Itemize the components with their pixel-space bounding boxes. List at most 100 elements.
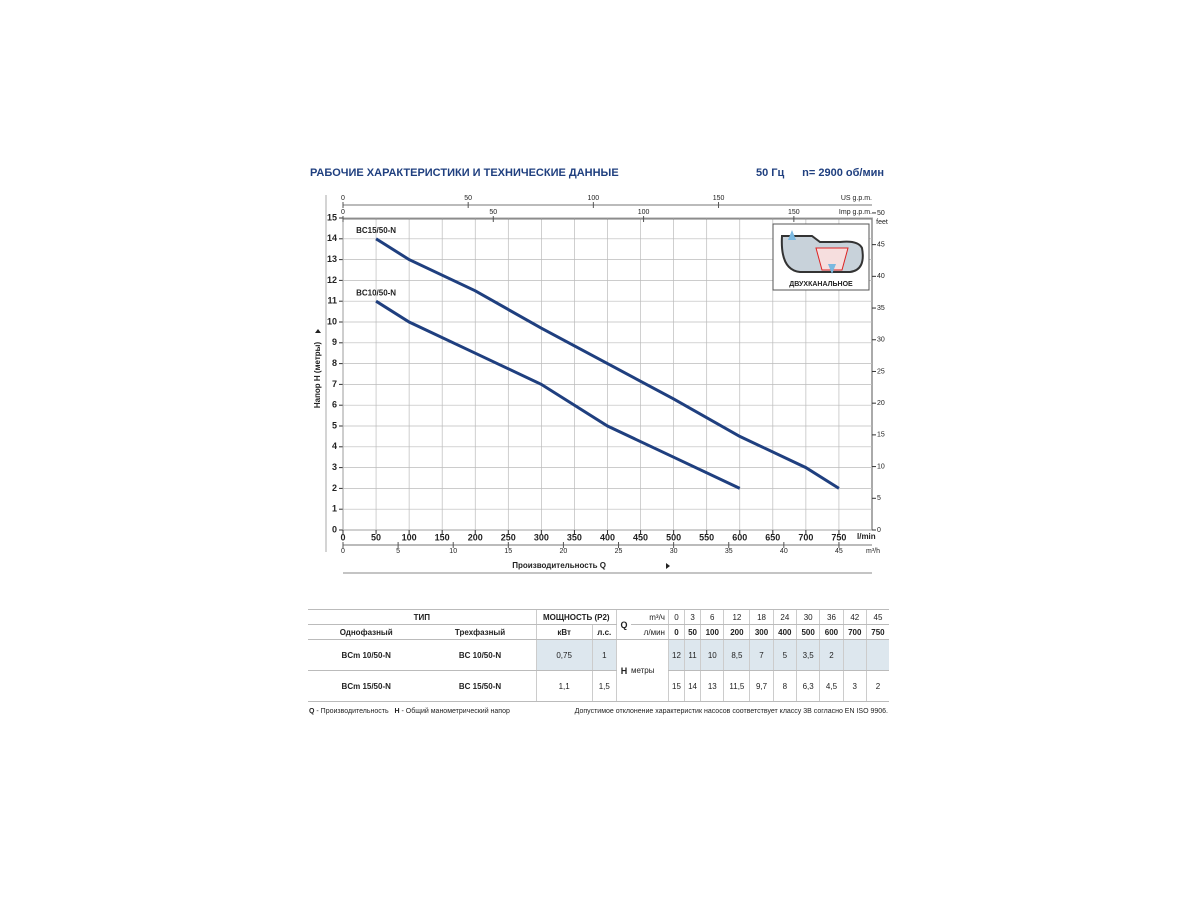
- cell: [842, 639, 867, 671]
- cell: 50: [684, 624, 701, 640]
- cell: 15: [667, 670, 685, 702]
- x-tick-label: 50: [371, 532, 381, 542]
- y-tick-label: 13: [327, 254, 337, 264]
- y-tick-label: 1: [332, 504, 337, 514]
- y-tick-label: 9: [332, 337, 337, 347]
- x-tick-label: 600: [732, 532, 747, 542]
- cell: МОЩНОСТЬ (P2): [535, 609, 617, 625]
- footnote-left: Q - Производительность H - Общий маномет…: [309, 708, 510, 715]
- x-tick-label: 300: [534, 532, 549, 542]
- cell: 11: [684, 639, 701, 671]
- cell: 30: [795, 609, 820, 625]
- cell: BCm 15/50-N: [308, 670, 425, 702]
- sec-axis-label: m³/h: [866, 548, 880, 555]
- x-tick-label: 550: [699, 532, 714, 542]
- y-tick-label: 6: [332, 400, 337, 410]
- cell: 1,1: [535, 670, 593, 702]
- sec-tick-label: 150: [788, 209, 800, 216]
- cell: 400: [772, 624, 797, 640]
- cell: 300: [749, 624, 774, 640]
- cell: 6,3: [795, 670, 820, 702]
- x-tick-label: 350: [567, 532, 582, 542]
- x-tick-label: 500: [666, 532, 681, 542]
- cell: 0: [667, 609, 685, 625]
- y2-tick-label: 50: [877, 210, 885, 217]
- sec-tick-label: 20: [560, 548, 568, 555]
- y2-tick-label: 45: [877, 241, 885, 248]
- cell: 3: [684, 609, 701, 625]
- y2-tick-label: 35: [877, 305, 885, 312]
- cell: 2: [865, 670, 889, 702]
- cell: 700: [842, 624, 867, 640]
- sec-tick-label: 5: [396, 548, 400, 555]
- y-tick-label: 5: [332, 420, 337, 430]
- sec-axis-label: US g.p.m.: [841, 195, 872, 202]
- y2-tick-label: 40: [877, 273, 885, 280]
- cell: 100: [700, 624, 724, 640]
- x-tick-label: 750: [831, 532, 846, 542]
- inset: ДВУХКАНАЛЬНОЕ: [772, 223, 870, 291]
- y2-tick-label: 15: [877, 432, 885, 439]
- y-tick-label: 15: [327, 212, 337, 222]
- frequency: 50 Гц: [756, 167, 785, 179]
- impeller: [815, 247, 849, 271]
- sec-tick-label: 0: [341, 548, 345, 555]
- cell: 750: [865, 624, 889, 640]
- y2-label: feet: [876, 219, 888, 226]
- footnote-right: Допустимое отклонение характеристик насо…: [574, 708, 888, 715]
- cell: кВт: [535, 624, 593, 640]
- sec-tick-label: 50: [489, 209, 497, 216]
- cell: 9,7: [749, 670, 774, 702]
- cell: H: [615, 639, 631, 702]
- x-axis-label: Производительность Q: [512, 561, 606, 570]
- cell: Трехфазный: [424, 624, 537, 640]
- y-tick-label: 2: [332, 483, 337, 493]
- y2-tick-label: 20: [877, 400, 885, 407]
- cell: 11,5: [723, 670, 750, 702]
- cell: 2: [819, 639, 844, 671]
- x-unit: l/min: [857, 532, 876, 541]
- x-tick-label: 100: [402, 532, 417, 542]
- sec-tick-label: 0: [341, 209, 345, 216]
- cell: 1,5: [591, 670, 617, 702]
- sec-tick-label: 25: [615, 548, 623, 555]
- y-tick-label: 8: [332, 358, 337, 368]
- cell: 45: [865, 609, 889, 625]
- x-tick-label: 650: [765, 532, 780, 542]
- y2-tick-label: 30: [877, 337, 885, 344]
- x-tick-label: 400: [600, 532, 615, 542]
- arrow: [666, 563, 670, 569]
- table-row: Однофазный Трехфазный кВт л.с. л/мин 0 50 100 20…: [308, 624, 889, 640]
- y2-tick-label: 0: [877, 527, 881, 534]
- cell: Однофазный: [308, 624, 425, 640]
- cell: Q: [615, 609, 631, 640]
- y-tick-label: 4: [332, 441, 337, 451]
- inset-label: ДВУХКАНАЛЬНОЕ: [789, 281, 853, 288]
- sec-tick-label: 10: [449, 548, 457, 555]
- y-axis-label: Напор Н (метры): [313, 342, 322, 409]
- cell: 3,5: [795, 639, 820, 671]
- h-key: H: [394, 708, 400, 715]
- cell: 8,5: [723, 639, 750, 671]
- curve: [375, 299, 741, 490]
- cell: 600: [819, 624, 844, 640]
- sec-axis-label: Imp g.p.m.: [839, 209, 872, 216]
- cell: 8: [772, 670, 797, 702]
- y-tick-label: 11: [327, 296, 337, 306]
- x-tick-label: 700: [798, 532, 813, 542]
- cell: 18: [749, 609, 774, 625]
- x-tick-label: 250: [501, 532, 516, 542]
- cell: 7: [749, 639, 774, 671]
- y-tick-label: 10: [327, 316, 337, 326]
- cell: 12: [723, 609, 750, 625]
- cell: BC 15/50-N: [424, 670, 537, 702]
- q-key: Q: [309, 708, 315, 715]
- cell: BCm 10/50-N: [308, 639, 425, 671]
- cell: 24: [772, 609, 797, 625]
- y-axis-group: Напор Н (метры): [313, 329, 322, 408]
- y2-tick-label: 5: [877, 495, 881, 502]
- sec-tick-label: 40: [780, 548, 788, 555]
- cell: 12: [667, 639, 685, 671]
